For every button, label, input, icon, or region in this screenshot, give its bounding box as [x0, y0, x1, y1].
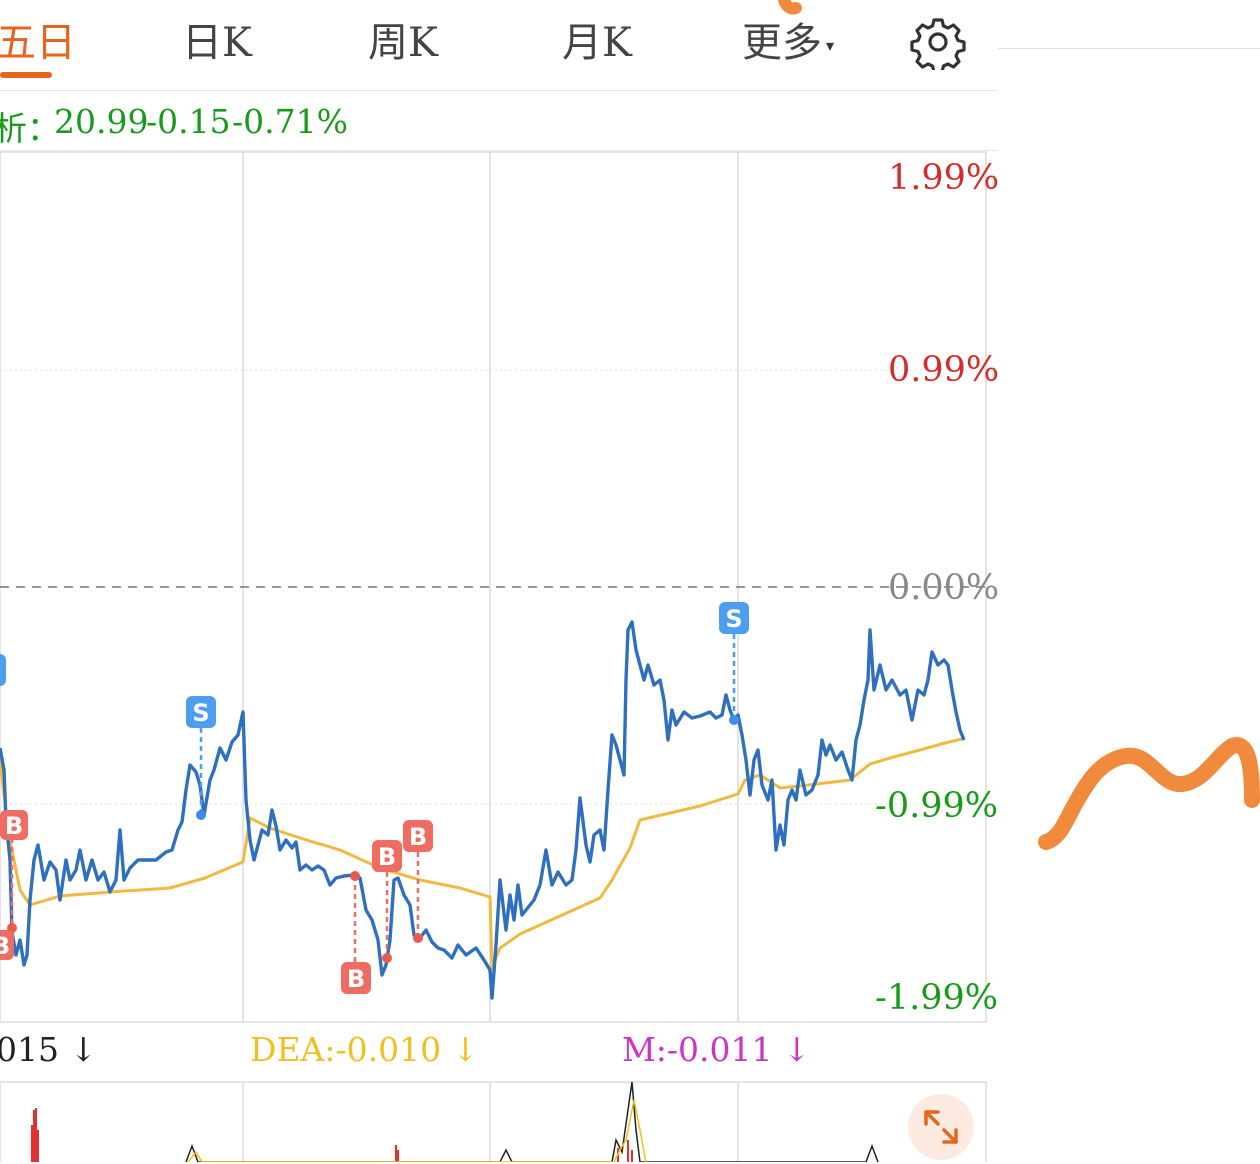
tab-daily-k-label: 日K [182, 20, 252, 66]
quote-label: 析： [0, 109, 60, 148]
tab-monthly-k-label: 月K [562, 20, 632, 66]
header-divider [998, 48, 1260, 49]
tab-weekly-k-label: 周K [368, 20, 438, 66]
quote-bar: 析： 20.99 -0.15 -0.71% [0, 92, 998, 151]
average-price-line [0, 737, 963, 970]
macd-dea-line [187, 1099, 647, 1162]
macd-m-legend: M:-0.011 ↓ [622, 1030, 811, 1069]
buy-marker[interactable]: B [372, 840, 402, 963]
tab-monthly-k[interactable]: 月K [562, 16, 632, 70]
tab-daily-k[interactable]: 日K [182, 16, 252, 70]
buy-marker[interactable]: B [0, 810, 28, 933]
axis-label-upper: 0.99% [888, 350, 1000, 390]
tab-more-label: 更多 [742, 20, 822, 66]
buy-marker-label: B [409, 823, 427, 851]
active-tab-underline [0, 72, 52, 78]
buy-marker-label: B [347, 965, 365, 993]
sell-marker-label: S [725, 605, 742, 633]
tab-five-day-label: 五日 [0, 20, 76, 66]
tab-more[interactable]: 更多 ▾ [742, 16, 834, 70]
expand-button[interactable] [908, 1094, 974, 1160]
price-line [0, 620, 966, 1000]
buy-marker-label: B [378, 843, 396, 871]
tab-five-day[interactable]: 五日 [0, 16, 76, 70]
buy-marker[interactable]: B [0, 930, 14, 960]
axis-label-top: 1.99% [888, 158, 1000, 198]
buy-marker-label: B [0, 932, 10, 960]
quote-percent: -0.71% [232, 102, 348, 141]
macd-dif-legend: 015 ↓ [0, 1030, 98, 1069]
quote-change: -0.15 [146, 102, 231, 141]
sell-marker[interactable]: S [719, 602, 749, 725]
buy-marker[interactable]: B [403, 820, 433, 943]
tab-weekly-k[interactable]: 周K [368, 16, 438, 70]
quote-price: 20.99 [54, 102, 149, 141]
macd-frame [0, 1081, 987, 1162]
axis-label-bottom: -1.99% [875, 978, 999, 1018]
sell-marker[interactable] [0, 654, 6, 686]
chart-frame [0, 151, 987, 1023]
macd-histogram [31, 1108, 633, 1162]
buy-marker[interactable]: B [341, 871, 371, 994]
axis-label-zero: 0.00% [888, 568, 1000, 608]
macd-dea-legend: DEA:-0.010 ↓ [250, 1030, 480, 1069]
dropdown-caret-icon: ▾ [826, 36, 835, 55]
buy-marker-label: B [5, 812, 23, 840]
sell-marker[interactable]: S [186, 696, 216, 820]
axis-label-lower: -0.99% [875, 786, 999, 826]
expand-icon [924, 1110, 958, 1144]
sell-marker-label: S [192, 699, 209, 727]
gear-icon[interactable] [910, 14, 966, 70]
period-tab-bar: 五日 日K 周K 月K 更多 ▾ [0, 0, 998, 91]
macd-dif-line [185, 1081, 879, 1162]
